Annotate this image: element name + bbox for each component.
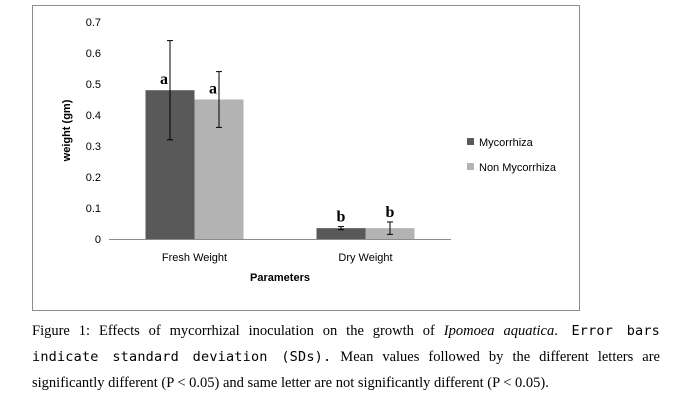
bar — [316, 228, 366, 239]
caption-error-bars-note: Error bars indicate standard deviation (… — [32, 323, 661, 365]
y-tick-label: 0.6 — [86, 48, 101, 60]
significance-letter: b — [386, 204, 395, 221]
y-axis-ticks: 0 0.1 0.2 0.3 0.4 0.5 0.6 0.7 — [86, 17, 101, 246]
y-tick-label: 0.3 — [86, 141, 101, 153]
significance-letters: a a b b — [160, 71, 395, 225]
y-tick-label: 0.1 — [86, 203, 101, 215]
caption-suffix: Mean values followed by the different le… — [32, 349, 660, 391]
legend: Mycorrhiza Non Mycorrhiza — [467, 137, 557, 174]
caption-period: . — [554, 323, 558, 339]
legend-label: Mycorrhiza — [479, 137, 534, 149]
x-axis-title: Parameters — [250, 272, 310, 284]
significance-letter: b — [337, 209, 346, 226]
legend-swatch — [467, 138, 474, 145]
legend-label: Non Mycorrhiza — [479, 162, 557, 174]
figure-caption: Figure 1: Effects of mycorrhizal inocula… — [32, 318, 660, 396]
bars — [145, 90, 415, 239]
bar-chart: 0 0.1 0.2 0.3 0.4 0.5 0.6 0.7 a a b b Fresh Weight… — [61, 17, 557, 284]
y-tick-label: 0.2 — [86, 172, 101, 184]
y-tick-label: 0.4 — [86, 110, 101, 122]
x-axis-labels: Fresh Weight Dry Weight — [162, 252, 393, 264]
x-tick-label: Fresh Weight — [162, 252, 227, 264]
caption-species: Ipomoea aquatica — [443, 323, 555, 339]
chart-frame: 0 0.1 0.2 0.3 0.4 0.5 0.6 0.7 a a b b Fresh Weight… — [32, 5, 580, 311]
x-tick-label: Dry Weight — [338, 252, 392, 264]
y-tick-label: 0 — [95, 234, 101, 246]
error-bars — [167, 40, 393, 235]
significance-letter: a — [209, 81, 217, 98]
caption-prefix: Figure 1: Effects of mycorrhizal inocula… — [32, 323, 444, 339]
y-tick-label: 0.5 — [86, 79, 101, 91]
significance-letter: a — [160, 71, 168, 88]
y-axis-title: weight (gm) — [61, 99, 73, 162]
legend-swatch — [467, 163, 474, 170]
y-tick-label: 0.7 — [86, 17, 101, 29]
